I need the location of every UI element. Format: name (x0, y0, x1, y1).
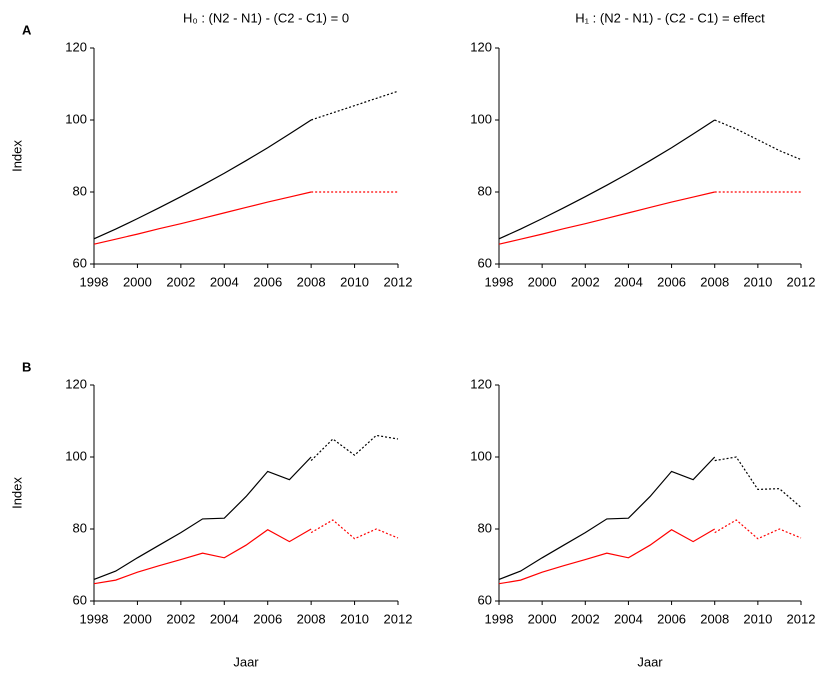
panel-title: H₁ : (N2 - N1) - (C2 - C1) = effect (575, 10, 765, 25)
x-tick-label: 2002 (571, 274, 600, 289)
axis-line (93, 48, 398, 265)
series-line (498, 191, 715, 245)
axis-line (498, 48, 801, 265)
x-tick-label: 2006 (253, 274, 282, 289)
x-tick-label: 2010 (340, 274, 369, 289)
y-tick-label: 100 (65, 111, 87, 126)
x-tick-label: 2002 (166, 611, 195, 626)
series-line (93, 191, 312, 245)
series-line (93, 456, 312, 580)
y-tick-label: 100 (470, 448, 492, 463)
y-axis-label: Index (9, 477, 24, 509)
y-tick-label: 120 (470, 39, 492, 54)
x-tick-label: 2010 (340, 611, 369, 626)
x-tick-label: 1998 (80, 274, 109, 289)
x-tick-label: 2006 (657, 274, 686, 289)
y-tick-label: 60 (73, 255, 87, 270)
series-line (498, 456, 716, 580)
x-tick-label: 2002 (571, 611, 600, 626)
y-tick-label: 80 (73, 520, 87, 535)
x-tick-label: 2006 (253, 611, 282, 626)
series-line (310, 519, 399, 540)
x-axis-label: Jaar (233, 654, 259, 669)
x-tick-label: 2012 (787, 274, 816, 289)
x-axis-label: Jaar (637, 654, 663, 669)
axis-line (93, 385, 398, 602)
series-line (310, 90, 399, 121)
x-tick-label: 1998 (485, 611, 514, 626)
series-line (310, 434, 399, 462)
y-tick-label: 80 (73, 183, 87, 198)
x-tick-label: 1998 (485, 274, 514, 289)
x-tick-label: 2000 (123, 274, 152, 289)
series-line (498, 119, 716, 240)
y-tick-label: 100 (470, 111, 492, 126)
x-tick-label: 2012 (384, 611, 413, 626)
y-tick-label: 60 (478, 592, 492, 607)
x-tick-label: 2004 (210, 274, 239, 289)
x-tick-label: 2000 (528, 274, 557, 289)
series-line (714, 456, 802, 508)
y-tick-label: 120 (65, 39, 87, 54)
series-line (498, 528, 716, 585)
y-tick-label: 120 (470, 376, 492, 391)
x-tick-label: 2008 (297, 274, 326, 289)
y-tick-label: 100 (65, 448, 87, 463)
x-tick-label: 2004 (210, 611, 239, 626)
panel-label: A (22, 22, 32, 37)
series-line (714, 519, 802, 540)
y-tick-label: 60 (73, 592, 87, 607)
x-tick-label: 2002 (166, 274, 195, 289)
x-tick-label: 2012 (384, 274, 413, 289)
y-tick-label: 80 (478, 520, 492, 535)
y-tick-label: 80 (478, 183, 492, 198)
x-tick-label: 2000 (123, 611, 152, 626)
x-tick-label: 2008 (700, 611, 729, 626)
x-tick-label: 2004 (614, 611, 643, 626)
x-tick-label: 2012 (787, 611, 816, 626)
x-tick-label: 1998 (80, 611, 109, 626)
series-line (714, 119, 802, 161)
x-tick-label: 2008 (700, 274, 729, 289)
x-tick-label: 2010 (743, 611, 772, 626)
x-tick-label: 2000 (528, 611, 557, 626)
x-tick-label: 2008 (297, 611, 326, 626)
x-tick-label: 2006 (657, 611, 686, 626)
series-line (93, 119, 312, 240)
x-tick-label: 2004 (614, 274, 643, 289)
x-tick-label: 2010 (743, 274, 772, 289)
y-axis-label: Index (9, 140, 24, 172)
panel-title: H₀ : (N2 - N1) - (C2 - C1) = 0 (183, 10, 349, 25)
series-line (93, 528, 312, 585)
axis-line (498, 385, 801, 602)
y-tick-label: 60 (478, 255, 492, 270)
panel-label: B (22, 359, 31, 374)
y-tick-label: 120 (65, 376, 87, 391)
